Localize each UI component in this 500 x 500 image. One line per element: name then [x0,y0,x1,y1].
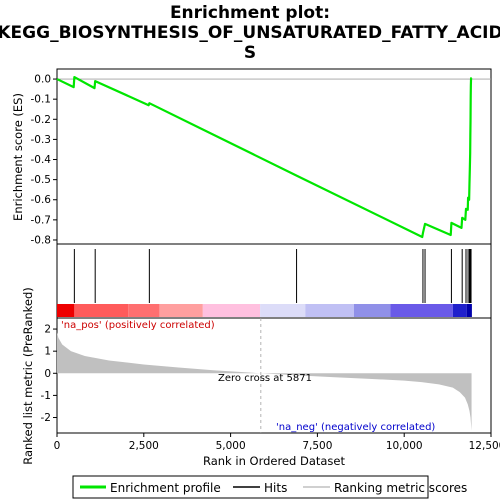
xtick-label: 10,000 [386,440,423,452]
legend: Enrichment profile Hits Ranking metric s… [72,475,467,499]
xtick-label: 0 [54,440,61,452]
colorbar-segment [57,304,75,317]
colorbar-segment [128,304,160,317]
metric-ytick-label: 1 [44,346,51,358]
title-line-1: Enrichment plot: [170,3,330,23]
colorbar-segment [159,304,203,317]
colorbar-segment [202,304,261,317]
title-line-2: KEGG_BIOSYNTHESIS_OF_UNSATURATED_FATTY_A… [0,23,500,43]
es-layer: 0.0 -0.1 -0.2 -0.3 -0.4 -0.5 -0.6 -0.7 -0.8 [31,74,491,246]
metric-ytick-label: -2 [41,412,51,424]
es-ytick-label: -0.3 [31,134,52,146]
xtick-label: 7,500 [302,440,332,452]
es-ylabel: Enrichment score (ES) [11,93,25,221]
legend-es-label: Enrichment profile [110,481,221,495]
colorbar-segment [305,304,354,317]
colorbar-segment [260,304,306,317]
colorbar-segment [466,304,472,317]
metric-ylabel: Ranked list metric (PreRanked) [21,287,35,465]
metric-panel-frame [56,317,492,434]
es-ytick-label: -0.8 [31,234,52,246]
metric-layer: 2 1 0 -1 -2 [41,318,472,433]
legend-hits-label: Hits [264,481,287,495]
xtick-label: 2,500 [129,440,159,452]
es-ytick-label: -0.6 [31,194,52,206]
neg-label: 'na_neg' (negatively correlated) [276,422,435,433]
zero-cross-label: Zero cross at 5871 [218,373,312,384]
es-ytick-label: -0.2 [31,114,52,126]
xtick-label: 12,500 [469,440,500,452]
es-ytick-label: 0.0 [34,74,51,86]
es-curve [56,75,473,239]
legend-metric-label: Ranking metric scores [334,481,467,495]
x-axis: 0 2,500 5,000 7,500 10,000 12,500 [54,433,500,452]
es-ytick-label: -0.7 [31,214,52,226]
rank-colorbar [57,304,472,317]
xtick-label: 5,000 [216,440,246,452]
es-ytick-label: -0.1 [31,94,52,106]
es-ytick-label: -0.5 [31,174,52,186]
metric-xlabel: Rank in Ordered Dataset [203,454,346,468]
colorbar-segment [353,304,391,317]
metric-ytick-label: 2 [44,324,51,336]
pos-label: 'na_pos' (positively correlated) [61,320,215,331]
colorbar-segment [390,304,453,317]
metric-ytick-label: -1 [41,390,51,402]
metric-ytick-label: 0 [44,368,51,380]
hits-layer [73,249,472,303]
es-panel-frame [56,68,492,245]
title-line-3: S [244,43,256,63]
es-ytick-label: -0.4 [31,154,52,166]
colorbar-segment [74,304,129,317]
colorbar-segment [452,304,467,317]
